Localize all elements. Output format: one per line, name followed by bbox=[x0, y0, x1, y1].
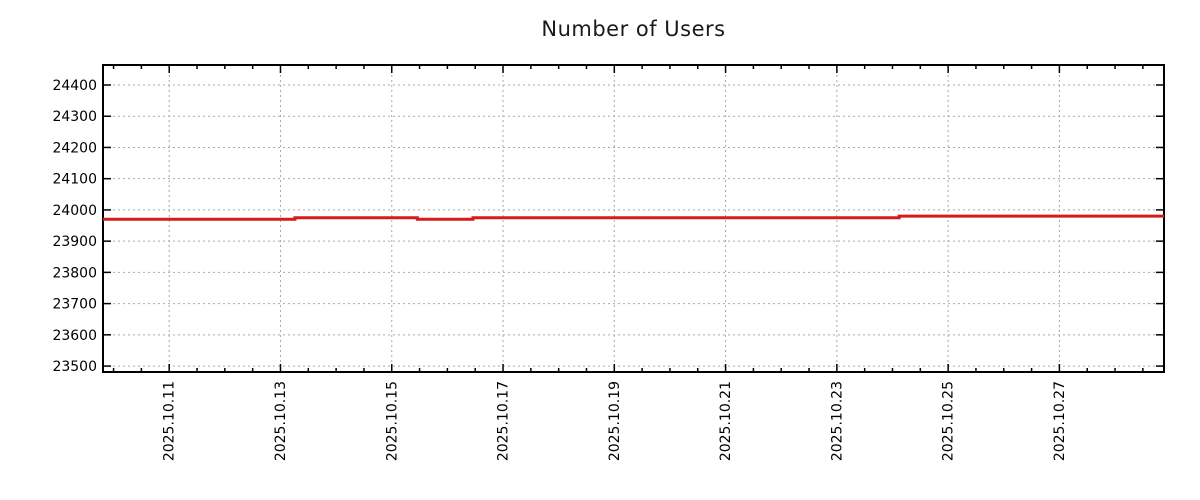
y-tick-label: 24100 bbox=[52, 172, 97, 188]
y-tick-label: 24200 bbox=[52, 140, 97, 156]
y-tick-label: 24000 bbox=[52, 203, 97, 219]
x-tick-label: 2025.10.11 bbox=[162, 381, 178, 461]
users-series-line bbox=[103, 214, 1164, 221]
x-tick-label: 2025.10.27 bbox=[1052, 381, 1068, 461]
y-tick-label: 23600 bbox=[52, 328, 97, 344]
x-tick-label: 2025.10.19 bbox=[607, 381, 623, 461]
x-tick-label: 2025.10.17 bbox=[496, 381, 512, 461]
y-tick-label: 24400 bbox=[52, 78, 97, 94]
y-tick-label: 23700 bbox=[52, 297, 97, 313]
x-tick-label: 2025.10.13 bbox=[273, 381, 289, 461]
x-tick-label: 2025.10.25 bbox=[941, 381, 957, 461]
y-tick-label: 23900 bbox=[52, 234, 97, 250]
x-tick-label: 2025.10.15 bbox=[384, 381, 400, 461]
y-tick-label: 23500 bbox=[52, 359, 97, 375]
x-tick-label: 2025.10.21 bbox=[718, 381, 734, 461]
y-tick-label: 23800 bbox=[52, 265, 97, 281]
y-tick-label: 24300 bbox=[52, 109, 97, 125]
chart-title: Number of Users bbox=[541, 17, 726, 41]
x-tick-label: 2025.10.23 bbox=[829, 381, 845, 461]
